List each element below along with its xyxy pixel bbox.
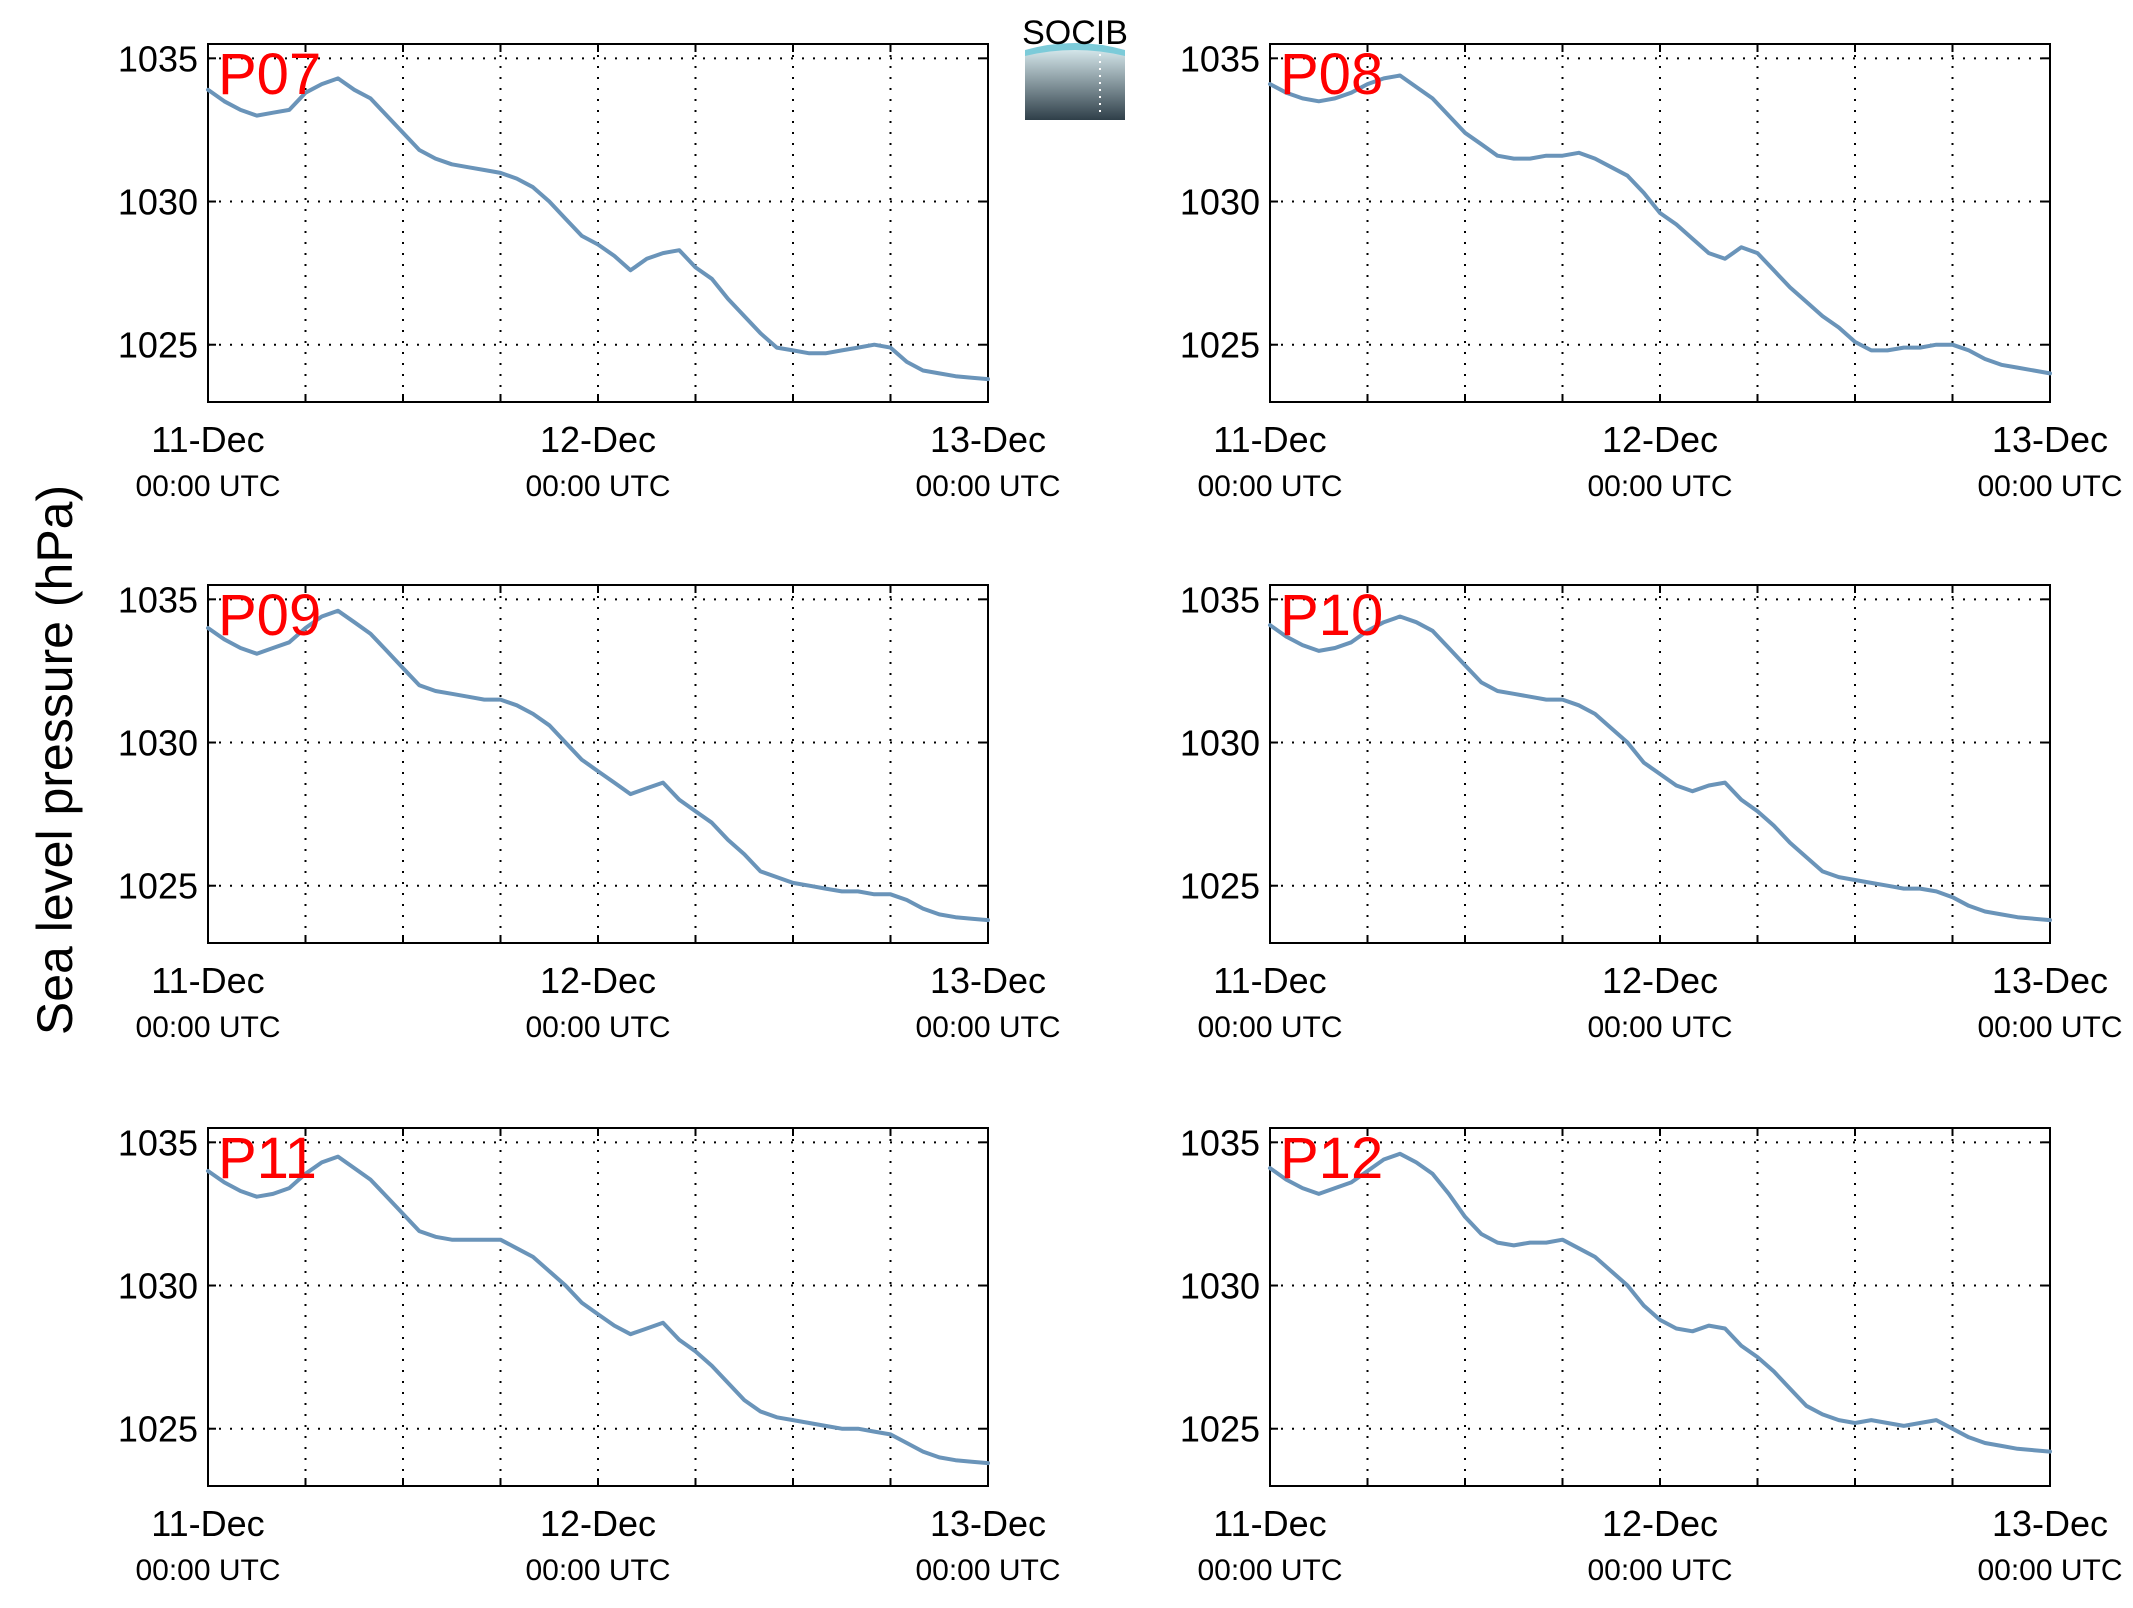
y-tick-label: 1035 <box>1180 579 1260 620</box>
x-tick-label-time: 00:00 UTC <box>1587 1554 1732 1587</box>
panel-p09: 1025 1030 1035 11-Dec 00:00 UTC 12-Dec 00:00 U… <box>118 579 1061 1044</box>
logo-wave-graphic <box>1025 43 1125 56</box>
x-tick-label-date: 12-Dec <box>540 960 656 1001</box>
y-tick-label: 1025 <box>118 866 198 907</box>
x-tick-label-date: 13-Dec <box>930 1503 1046 1544</box>
x-tick-label-time: 00:00 UTC <box>1977 1554 2122 1587</box>
x-tick-label-time: 00:00 UTC <box>915 1011 1060 1044</box>
x-tick-label-date: 12-Dec <box>540 419 656 460</box>
y-tick-label: 1025 <box>118 1409 198 1450</box>
series-line <box>206 76 990 382</box>
panel-p11: 1025 1030 1035 11-Dec 00:00 UTC 12-Dec 00:00 U… <box>118 1122 1061 1587</box>
x-tick-label-time: 00:00 UTC <box>1977 470 2122 503</box>
y-tick-label: 1035 <box>118 579 198 620</box>
y-tick-label: 1030 <box>118 723 198 764</box>
x-tick-label-date: 12-Dec <box>540 1503 656 1544</box>
panel-label: P09 <box>218 583 321 648</box>
x-tick-label-time: 00:00 UTC <box>1197 1011 1342 1044</box>
y-tick-label: 1030 <box>1180 182 1260 223</box>
y-tick-label: 1035 <box>1180 1122 1260 1163</box>
panel-label: P07 <box>218 42 321 107</box>
chart-panels: 1025 1030 1035 11-Dec 00:00 UTC 12-Dec 00:00 U… <box>118 38 2123 1587</box>
x-tick-label-date: 11-Dec <box>151 1503 264 1544</box>
panel-label: P11 <box>218 1126 317 1191</box>
x-tick-label-time: 00:00 UTC <box>135 470 280 503</box>
x-tick-label-date: 11-Dec <box>1213 1503 1326 1544</box>
x-tick-label-date: 11-Dec <box>1213 960 1326 1001</box>
panel-label: P08 <box>1280 42 1383 107</box>
x-tick-label-date: 13-Dec <box>930 419 1046 460</box>
x-tick-label-date: 12-Dec <box>1602 419 1718 460</box>
y-tick-label: 1035 <box>118 1122 198 1163</box>
x-tick-label-date: 11-Dec <box>151 960 264 1001</box>
x-tick-label-time: 00:00 UTC <box>1977 1011 2122 1044</box>
panel-p10: 1025 1030 1035 11-Dec 00:00 UTC 12-Dec 00:00 U… <box>1180 579 2123 1044</box>
logo-text: SOCIB <box>1022 14 1128 52</box>
x-tick-label-date: 11-Dec <box>151 419 264 460</box>
x-tick-label-time: 00:00 UTC <box>135 1011 280 1044</box>
logo-water-graphic <box>1025 50 1125 120</box>
socib-logo: SOCIB <box>1022 14 1128 120</box>
panel-p07: 1025 1030 1035 11-Dec 00:00 UTC 12-Dec 00:00 U… <box>118 38 1061 503</box>
y-tick-label: 1030 <box>1180 723 1260 764</box>
x-tick-label-time: 00:00 UTC <box>525 1011 670 1044</box>
series-line <box>1268 614 2052 923</box>
y-tick-label: 1025 <box>118 325 198 366</box>
x-tick-label-time: 00:00 UTC <box>525 1554 670 1587</box>
x-tick-label-time: 00:00 UTC <box>1197 1554 1342 1587</box>
y-tick-label: 1035 <box>118 38 198 79</box>
x-tick-label-time: 00:00 UTC <box>915 1554 1060 1587</box>
y-tick-label: 1035 <box>1180 38 1260 79</box>
panel-p08: 1025 1030 1035 11-Dec 00:00 UTC 12-Dec 00:00 U… <box>1180 38 2123 503</box>
y-tick-label: 1030 <box>118 1266 198 1307</box>
y-tick-label: 1025 <box>1180 325 1260 366</box>
x-tick-label-time: 00:00 UTC <box>135 1554 280 1587</box>
series-line <box>206 608 990 923</box>
x-tick-label-date: 13-Dec <box>930 960 1046 1001</box>
panel-label: P12 <box>1280 1126 1383 1191</box>
x-tick-label-time: 00:00 UTC <box>1587 470 1732 503</box>
y-tick-label: 1025 <box>1180 866 1260 907</box>
plot-frame <box>1269 1127 2051 1487</box>
x-tick-label-date: 13-Dec <box>1992 1503 2108 1544</box>
x-tick-label-date: 13-Dec <box>1992 960 2108 1001</box>
plot-frame <box>207 584 989 944</box>
y-tick-label: 1025 <box>1180 1409 1260 1450</box>
x-tick-label-time: 00:00 UTC <box>1197 470 1342 503</box>
x-tick-label-date: 12-Dec <box>1602 1503 1718 1544</box>
x-tick-label-time: 00:00 UTC <box>915 470 1060 503</box>
x-tick-label-date: 12-Dec <box>1602 960 1718 1001</box>
panel-p12: 1025 1030 1035 11-Dec 00:00 UTC 12-Dec 00:00 U… <box>1180 1122 2123 1587</box>
y-tick-label: 1030 <box>118 182 198 223</box>
y-tick-label: 1030 <box>1180 1266 1260 1307</box>
x-tick-label-date: 13-Dec <box>1992 419 2108 460</box>
figure-ylabel: Sea level pressure (hPa) <box>27 485 83 1035</box>
plot-frame <box>207 43 989 403</box>
x-tick-label-time: 00:00 UTC <box>1587 1011 1732 1044</box>
plot-frame <box>1269 43 2051 403</box>
series-line <box>206 1154 990 1466</box>
panel-label: P10 <box>1280 583 1383 648</box>
series-line <box>1268 1151 2052 1454</box>
x-tick-label-time: 00:00 UTC <box>525 470 670 503</box>
x-tick-label-date: 11-Dec <box>1213 419 1326 460</box>
series-line <box>1268 73 2052 376</box>
